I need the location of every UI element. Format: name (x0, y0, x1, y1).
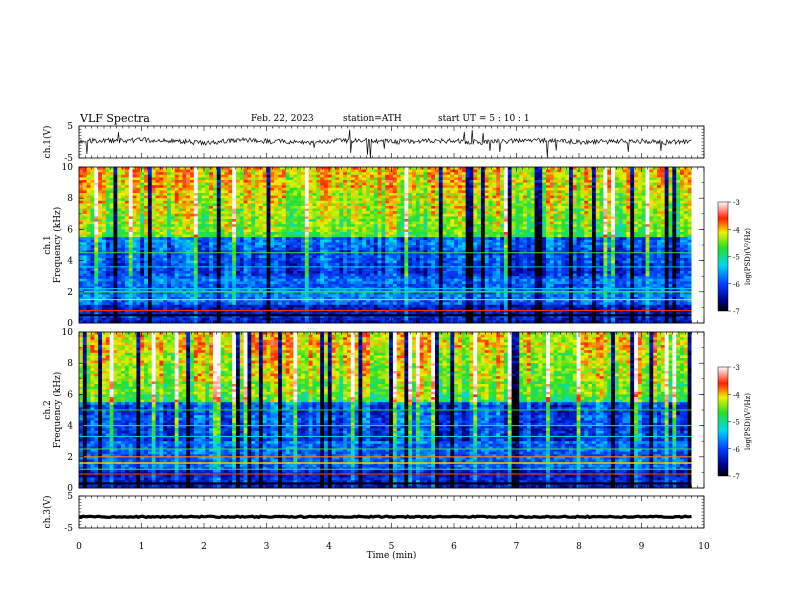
date-label: Feb. 22, 2023 (251, 114, 314, 124)
ch1-spectrogram-y-tick-label: 6 (67, 225, 73, 235)
ch1-spectrogram-y-axis-label: ch.1 (43, 235, 53, 254)
ch1-spectrogram-y-axis-label: Frequency (kHz) (52, 207, 63, 284)
spectrogram-ch2-spectrogram (79, 332, 704, 489)
x-tick-label: 1 (139, 542, 145, 552)
ch1-spectrogram-colorbar-tick: -5 (733, 254, 740, 262)
ch1-spectrogram-colorbar-tick: -3 (733, 199, 740, 207)
x-tick-label: 6 (451, 542, 457, 552)
x-tick-label: 9 (639, 542, 645, 552)
ch2-spectrogram-y-tick-label: 6 (67, 390, 73, 400)
ch1-spectrogram-colorbar (717, 201, 729, 312)
x-tick-label: 0 (76, 542, 82, 552)
ch1-voltage-y-tick-label: -5 (64, 154, 73, 164)
ch1-spectrogram-colorbar-tick: -7 (733, 308, 740, 316)
x-tick-label: 10 (698, 542, 710, 552)
ch1-spectrogram-colorbar-tick: -6 (733, 281, 740, 289)
x-tick-label: 8 (576, 542, 582, 552)
ch2-spectrogram-colorbar (717, 366, 729, 477)
spectrogram-ch1-spectrogram (79, 167, 704, 324)
x-tick-label: 2 (201, 542, 207, 552)
ch1-voltage-y-tick-label: 5 (67, 122, 73, 132)
ch1-spectrogram-y-tick-label: 10 (62, 163, 74, 173)
ch1-spectrogram-y-tick-label: 4 (67, 257, 73, 267)
x-axis-label: Time (min) (367, 550, 417, 561)
ch1-spectrogram-y-tick-label: 8 (67, 194, 73, 204)
x-tick-label: 3 (264, 542, 270, 552)
ch2-spectrogram-colorbar-label: log(PSD)(V²/Hz) (744, 393, 752, 450)
ch1-spectrogram-y-tick-label: 0 (67, 319, 73, 329)
x-tick-label: 7 (514, 542, 520, 552)
ch2-spectrogram-colorbar-tick: -4 (733, 391, 740, 399)
ch2-spectrogram-y-tick-label: 4 (67, 422, 73, 432)
no-data-region (691, 167, 704, 323)
ch2-spectrogram-y-tick-label: 8 (67, 359, 73, 369)
ch2-spectrogram-y-tick-label: 2 (67, 453, 73, 463)
chart-title: VLF Spectra (80, 112, 150, 125)
ch2-spectrogram-y-tick-label: 10 (62, 328, 74, 338)
ch3-voltage-y-axis-label: ch.3(V) (42, 496, 53, 529)
x-tick-label: 4 (326, 542, 332, 552)
ch1-voltage-y-axis-label: ch.1(V) (42, 126, 53, 159)
ch1-voltage-trace (78, 129, 692, 159)
ch1-spectrogram-colorbar-label: log(PSD)(V²/Hz) (744, 228, 752, 285)
ch2-spectrogram-colorbar-tick: -6 (733, 446, 740, 454)
ch3-voltage-trace (78, 514, 692, 520)
ch3-voltage-y-tick-label: 5 (67, 492, 73, 502)
ch1-spectrogram-colorbar-tick: -4 (733, 226, 740, 234)
ch2-spectrogram-y-axis-label: Frequency (kHz) (52, 372, 63, 449)
ch2-spectrogram-colorbar-tick: -7 (733, 473, 740, 481)
ch2-spectrogram-y-axis-label: ch.2 (43, 400, 53, 419)
ch2-spectrogram-colorbar-tick: -5 (733, 419, 740, 427)
ch2-spectrogram-colorbar-tick: -3 (733, 364, 740, 372)
station-label: station=ATH (343, 114, 402, 124)
x-tick-label: 5 (389, 542, 395, 552)
ch3-voltage-y-tick-label: -5 (64, 524, 73, 534)
no-data-region (691, 332, 704, 488)
ch1-spectrogram-y-tick-label: 2 (67, 288, 73, 298)
ch2-spectrogram-y-tick-label: 0 (67, 484, 73, 494)
start-time-label: start UT = 5 : 10 : 1 (438, 114, 530, 124)
